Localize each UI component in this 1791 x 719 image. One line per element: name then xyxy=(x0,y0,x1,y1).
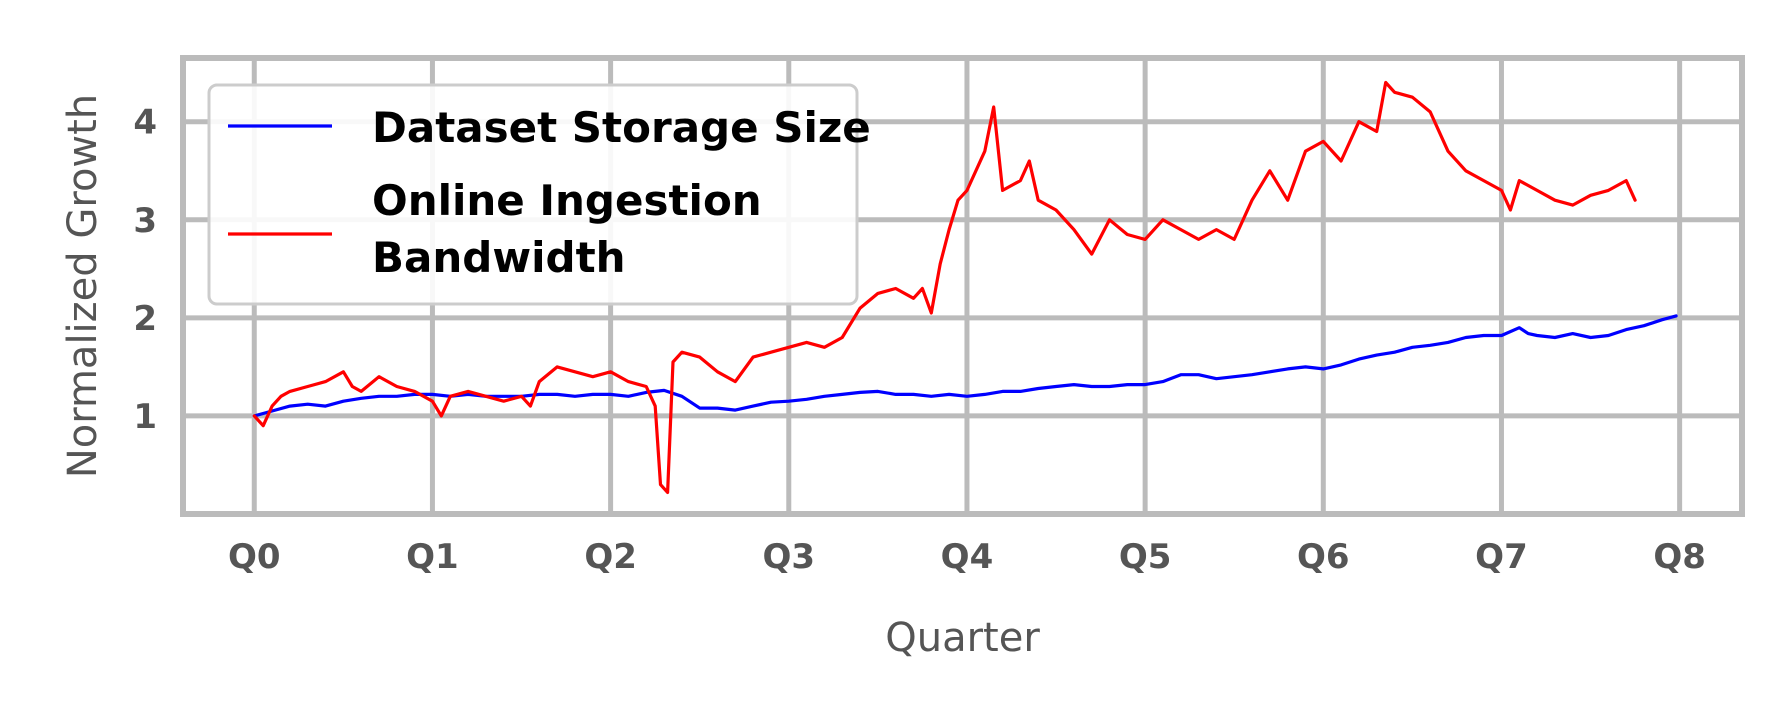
legend-label: Dataset Storage Size xyxy=(372,103,871,152)
y-tick-label: 4 xyxy=(133,103,157,143)
x-tick-labels: Q0 Q1 Q2 Q3 Q4 Q5 Q6 Q7 Q8 xyxy=(228,537,1706,577)
legend-box xyxy=(207,83,859,306)
y-tick-label: 3 xyxy=(133,201,157,241)
x-tick-label: Q1 xyxy=(406,537,459,577)
y-tick-label: 2 xyxy=(133,299,157,339)
x-tick-label: Q2 xyxy=(584,537,637,577)
y-axis-title: Normalized Growth xyxy=(60,94,106,478)
legend: Dataset Storage Size Online Ingestion Band… xyxy=(207,83,871,306)
series-line-online-ingestion-bandwidth xyxy=(252,80,1637,494)
x-tick-label: Q0 xyxy=(228,537,281,577)
legend-label: Online Ingestion Bandwidth xyxy=(372,176,762,282)
x-tick-label: Q6 xyxy=(1297,537,1350,577)
x-tick-label: Q8 xyxy=(1653,537,1706,577)
x-tick-label: Q5 xyxy=(1119,537,1172,577)
plot-frame xyxy=(180,55,1745,517)
y-tick-label: 1 xyxy=(133,397,157,437)
x-tick-label: Q4 xyxy=(941,537,994,577)
y-tick-labels: 1 2 3 4 xyxy=(133,103,157,437)
series-line-dataset-storage-size xyxy=(252,314,1678,418)
series-layer xyxy=(252,80,1678,494)
x-axis-title: Quarter xyxy=(885,615,1040,661)
x-tick-label: Q3 xyxy=(763,537,816,577)
x-tick-label: Q7 xyxy=(1475,537,1528,577)
